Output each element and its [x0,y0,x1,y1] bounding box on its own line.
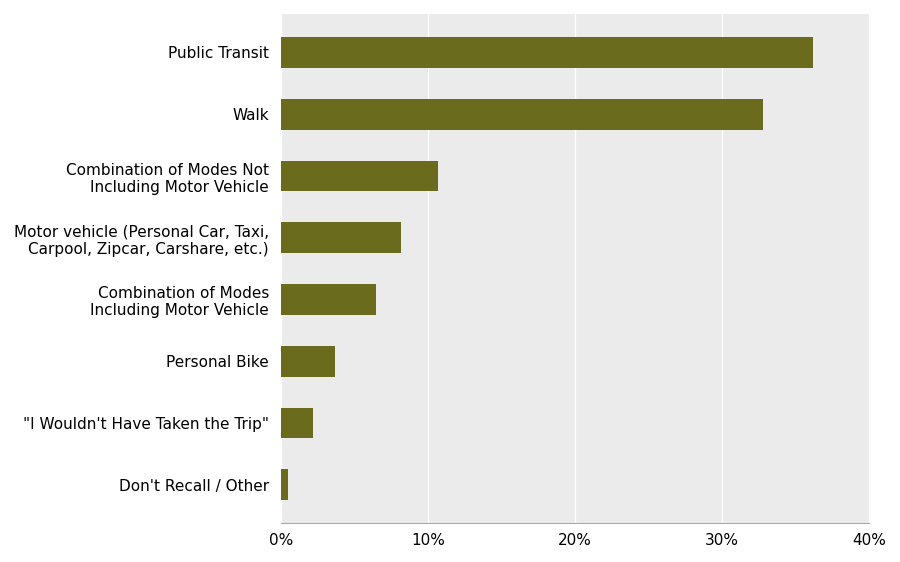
Bar [281,469,288,500]
Bar [281,346,335,377]
Bar [281,37,814,68]
Bar [281,99,763,130]
Bar [281,223,401,253]
Bar [281,284,376,315]
Bar [281,161,438,192]
Bar [281,407,313,438]
